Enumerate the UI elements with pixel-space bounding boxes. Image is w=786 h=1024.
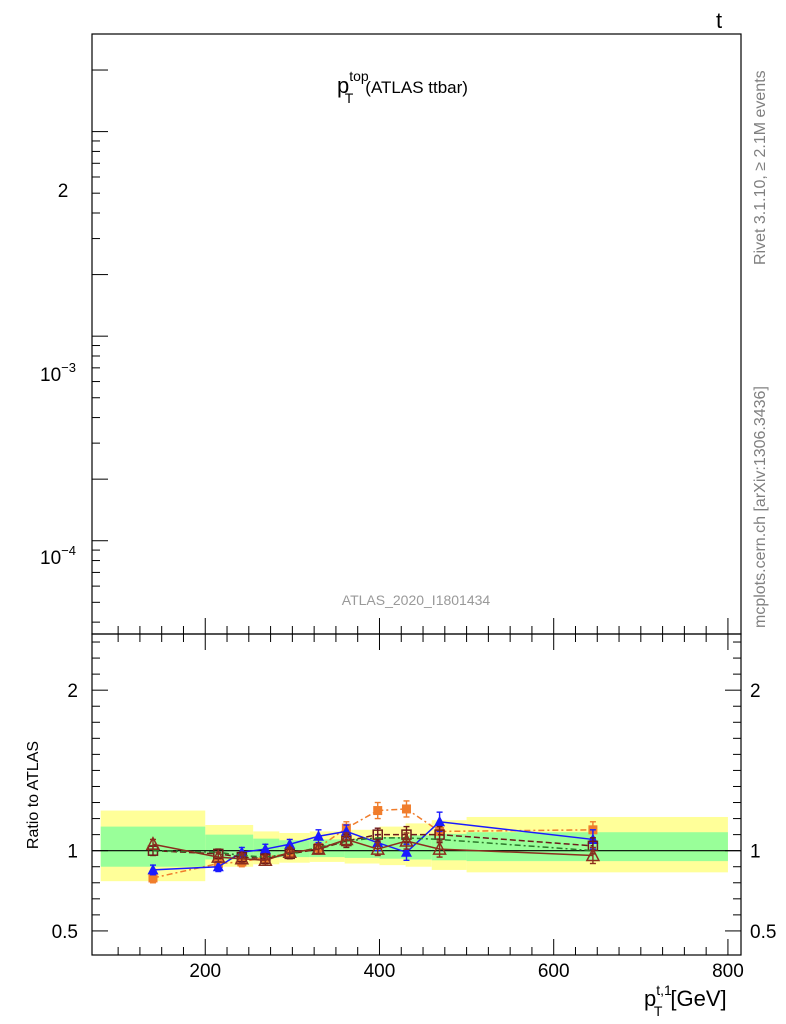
series-4 (145, 831, 601, 867)
y-tick-label-right: 0.5 (750, 922, 776, 943)
data-point (585, 847, 601, 862)
data-point (312, 830, 324, 841)
main-ytick-label-1e-3: 10−3 (40, 360, 76, 386)
ratio-ylabel: Ratio to ATLAS (25, 741, 42, 849)
main-panel: ptop T(ATLAS ttbar) ATLAS_2020_I1801434 2… (40, 33, 742, 635)
y-tick-label-right: 2 (750, 681, 761, 702)
green-band-segment (344, 838, 380, 858)
data-point (400, 846, 412, 857)
data-point (211, 848, 226, 863)
data-point (434, 815, 446, 827)
plot-title: ptop T(ATLAS ttbar) (337, 68, 468, 106)
data-point (148, 873, 158, 883)
data-point (145, 836, 161, 851)
series-line (152, 837, 593, 858)
x-tick-label: 800 (712, 961, 744, 982)
rivet-version-label: Rivet 3.1.10, ≥ 2.1M events (752, 70, 769, 265)
main-y-ticks (92, 33, 108, 623)
main-panel-frame (91, 33, 742, 635)
corner-label: t (716, 8, 722, 33)
data-point (373, 806, 383, 816)
data-point (311, 840, 326, 855)
data-point (284, 838, 296, 849)
ratio-panel: 200 400 600 800 0.5 0.5 1 1 2 2 Ratio to ATLAS pt… (25, 618, 776, 1019)
mcplots-label: mcplots.cern.ch [arXiv:1306.3436] (752, 386, 769, 628)
x-tick-label: 200 (189, 961, 221, 982)
ratio-panel-frame (91, 633, 742, 956)
y-tick-label-left: 1 (67, 842, 78, 863)
x-tick-label: 400 (364, 961, 396, 982)
main-ytick-label-1e-4: 10−4 (40, 543, 76, 569)
data-point (258, 852, 273, 867)
data-point (147, 863, 159, 875)
x-axis-label: pt,1 T [GeV] (644, 982, 727, 1019)
data-point (401, 804, 411, 814)
ratio-ticks: 200 400 600 800 0.5 0.5 1 1 2 2 (52, 618, 776, 982)
analysis-label: ATLAS_2020_I1801434 (342, 592, 491, 608)
data-point (259, 843, 271, 854)
y-tick-label-right: 1 (750, 842, 761, 863)
y-tick-label-left: 2 (67, 681, 78, 702)
data-point (432, 840, 447, 855)
data-point (282, 844, 297, 859)
data-point (372, 829, 383, 840)
x-tick-label: 600 (538, 961, 570, 982)
data-point (370, 840, 385, 855)
series-layer (145, 800, 601, 884)
data-point (212, 860, 224, 872)
data-point (339, 831, 354, 846)
main-ytick-label-2: 2 (58, 181, 69, 202)
data-point (434, 829, 445, 840)
series-3 (152, 837, 593, 858)
y-tick-label-left: 0.5 (52, 922, 78, 943)
data-point (399, 832, 414, 847)
data-point (234, 850, 250, 865)
